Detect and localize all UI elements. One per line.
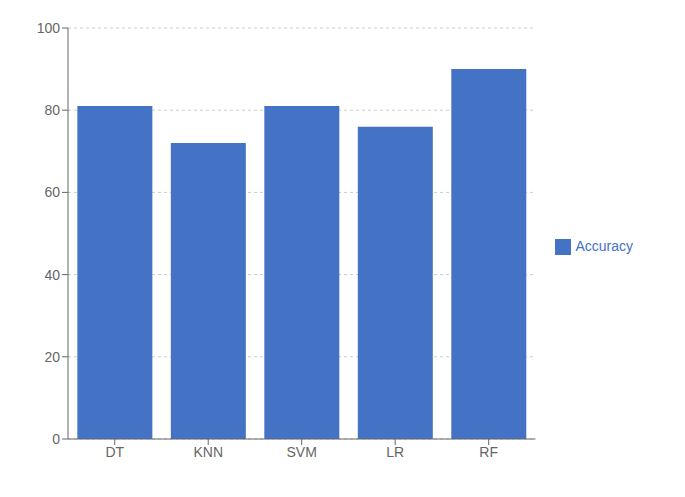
svg-text:40: 40 (44, 267, 60, 283)
svg-text:DT: DT (105, 444, 124, 460)
svg-text:80: 80 (44, 102, 60, 118)
svg-text:LR: LR (386, 444, 404, 460)
svg-text:KNN: KNN (193, 444, 223, 460)
svg-text:SVM: SVM (287, 444, 317, 460)
svg-text:60: 60 (44, 184, 60, 200)
html-text:Accuracy: Accuracy (575, 237, 633, 254)
svg-text:0: 0 (52, 431, 60, 447)
svg-text:RF: RF (479, 444, 498, 460)
svg-text:20: 20 (44, 349, 60, 365)
svg-text:100: 100 (37, 20, 61, 36)
